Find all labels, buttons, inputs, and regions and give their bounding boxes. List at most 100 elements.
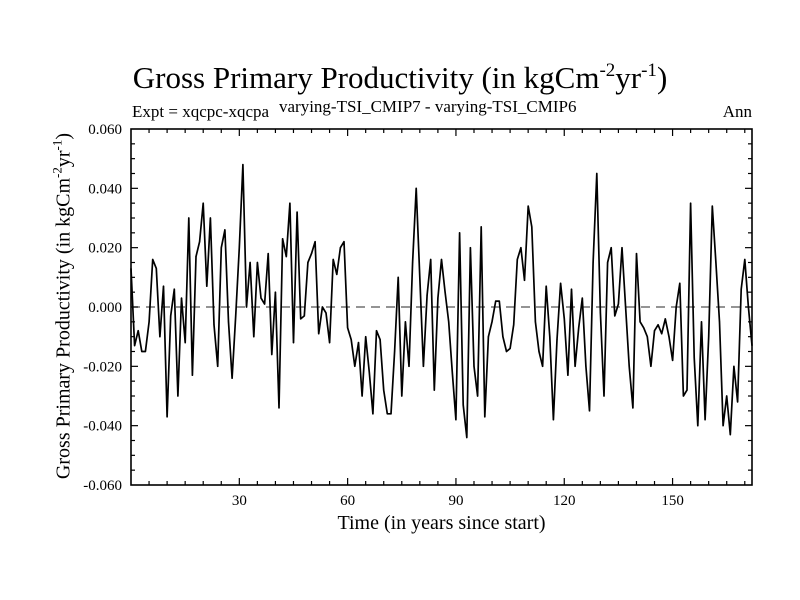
series-line <box>130 163 753 439</box>
data-point <box>278 407 280 409</box>
data-point <box>303 315 305 317</box>
data-point <box>462 404 464 406</box>
data-point <box>141 350 143 353</box>
data-point <box>296 211 298 213</box>
data-point <box>231 377 233 379</box>
data-point <box>570 288 573 290</box>
data-point <box>718 321 721 323</box>
data-point <box>206 285 208 287</box>
data-point <box>538 350 540 353</box>
data-point <box>516 258 518 261</box>
data-point <box>498 300 500 302</box>
data-point <box>523 279 526 281</box>
data-point <box>245 306 248 308</box>
x-tick-label: 60 <box>340 493 355 509</box>
data-point <box>238 247 240 249</box>
data-point <box>155 267 157 270</box>
data-point <box>426 294 428 296</box>
data-point <box>487 336 490 338</box>
data-point <box>679 282 681 284</box>
data-point <box>152 258 154 261</box>
y-tick-label: -0.040 <box>83 419 122 435</box>
data-point <box>578 327 580 329</box>
data-point <box>289 202 291 204</box>
data-point <box>509 347 511 350</box>
data-point <box>260 297 262 299</box>
data-point <box>415 187 417 189</box>
data-point <box>491 321 493 323</box>
data-point <box>350 339 352 341</box>
data-point <box>596 172 598 175</box>
data-point <box>711 205 713 207</box>
y-tick-label: 0.020 <box>88 241 122 257</box>
data-point <box>292 342 295 344</box>
y-axis: -0.060 -0.040 -0.020 0.000 0.020 0.040 0.060 <box>83 122 752 494</box>
data-point <box>505 350 508 353</box>
data-point <box>217 365 219 367</box>
x-tick-label: 120 <box>553 493 576 509</box>
data-point <box>235 315 237 317</box>
data-point <box>282 238 284 240</box>
data-point <box>545 285 547 287</box>
data-point <box>700 321 703 323</box>
x-axis-label: Time (in years since start) <box>337 512 546 534</box>
data-point <box>224 229 226 231</box>
data-point <box>134 344 136 347</box>
data-point <box>682 395 685 397</box>
chart-title: Gross Primary Productivity (in kgCm-2yr-… <box>132 60 668 95</box>
data-point <box>444 291 446 293</box>
data-point <box>736 401 739 403</box>
data-point <box>144 350 147 353</box>
data-point <box>708 336 710 338</box>
data-point <box>639 321 641 323</box>
data-point <box>455 419 457 421</box>
data-point <box>520 247 522 249</box>
data-point <box>697 425 699 427</box>
data-point <box>675 306 677 308</box>
data-point <box>671 359 674 361</box>
data-point <box>585 365 587 367</box>
data-point <box>704 419 706 421</box>
data-point <box>657 324 659 326</box>
data-point <box>310 253 313 255</box>
data-point <box>603 395 605 397</box>
data-point <box>458 232 461 234</box>
y-tick-label: -0.060 <box>83 478 122 494</box>
x-tick-label: 30 <box>232 493 247 509</box>
data-point <box>209 217 212 219</box>
data-point <box>361 395 363 397</box>
data-point <box>477 395 479 397</box>
data-point <box>513 324 515 326</box>
data-point <box>383 389 385 391</box>
x-tick-label: 150 <box>661 493 684 509</box>
data-point <box>220 247 222 249</box>
data-point <box>614 315 616 317</box>
data-point <box>307 261 309 264</box>
data-point <box>339 247 342 249</box>
data-point <box>466 436 468 439</box>
data-point <box>318 333 320 335</box>
data-point <box>628 365 630 367</box>
data-point <box>733 365 735 367</box>
data-point <box>321 306 323 308</box>
data-point <box>202 202 204 204</box>
data-point <box>473 365 475 367</box>
data-point <box>393 350 396 353</box>
gpp-series <box>130 163 753 439</box>
data-point <box>646 336 648 338</box>
data-point <box>549 336 551 338</box>
data-point <box>448 321 450 323</box>
data-point <box>592 261 594 264</box>
data-point <box>166 416 168 418</box>
data-point <box>271 353 273 356</box>
data-point <box>690 202 692 204</box>
y-tick-label: 0.060 <box>88 122 122 138</box>
data-point <box>328 342 331 344</box>
x-axis: 30 60 90 120 150 <box>148 129 746 509</box>
data-point <box>170 315 172 317</box>
data-point <box>137 330 139 332</box>
data-point <box>715 261 717 264</box>
comparison-label: varying-TSI_CMIP7 - varying-TSI_CMIP6 <box>279 97 577 116</box>
data-point <box>386 413 388 415</box>
